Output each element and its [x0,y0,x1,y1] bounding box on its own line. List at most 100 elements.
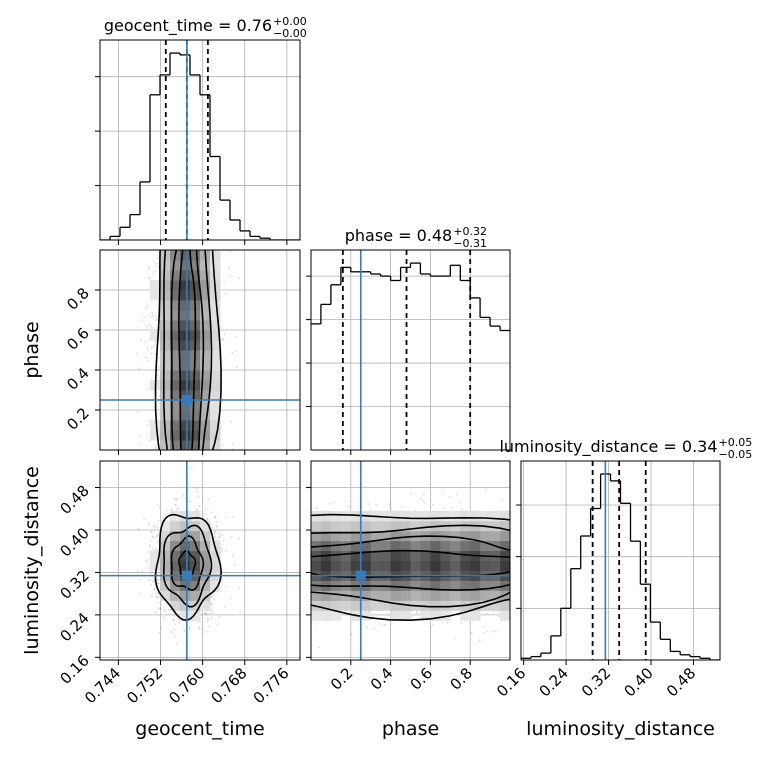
density-cell [200,360,211,371]
contour-line [154,250,222,450]
density-scatter-phase-vs-luminosity-distance [311,461,510,660]
sample-point [220,427,223,429]
density-cell [160,520,171,532]
sample-point [422,499,424,502]
sample-point [148,314,151,316]
density-scatter-geocent-time-vs-luminosity-distance [100,461,300,660]
sample-point [210,523,213,526]
sample-point [158,506,161,509]
sample-point [160,607,163,610]
sample-point [166,603,169,606]
density-cell [160,560,171,571]
density-cell [200,380,211,391]
density-scatter-geocent-time-vs-phase [100,250,300,450]
sample-point [157,374,159,377]
density-cell [160,530,171,542]
density-cell [160,370,171,381]
density-cell [190,280,201,291]
density-cell [180,260,191,271]
density-cell [180,350,191,361]
sample-point [203,512,205,515]
sample-point [207,498,210,500]
contour-line [170,535,205,591]
sample-point [182,494,185,497]
density-cell [170,320,181,331]
density-cell [170,560,181,571]
sample-point [154,447,157,450]
density-cell [170,440,181,450]
sample-point [150,352,153,355]
sample-point [183,628,186,631]
sample-point [479,639,481,642]
density-cell [180,320,191,331]
sample-point [210,537,213,540]
sample-point [494,630,497,633]
density-cell [180,290,191,301]
density-cell [170,510,181,522]
density-cell [170,550,181,561]
density-cell [180,540,191,551]
density-cell [160,350,171,361]
density-cell [200,350,211,361]
corner-plot-content: geocent_time = 0.76 +0.00−0.000.20.40.60.… [21,15,752,740]
sample-point [221,579,224,582]
density-cell [170,540,181,551]
sample-point [205,612,208,615]
density-cell [160,440,171,450]
sample-point [160,627,163,629]
sample-point [139,443,142,446]
sample-point [148,419,151,421]
sample-point [470,631,473,634]
y-tick-label: 0.24 [56,609,92,645]
y-tick-label: 0.40 [56,524,92,560]
sample-point [148,276,151,279]
sample-point [156,578,159,581]
sample-point [211,527,214,529]
contour-lines [154,250,222,450]
sample-point [154,525,157,527]
density-cell [180,600,191,611]
sample-point [157,578,160,581]
sample-point [221,549,223,552]
sample-point [224,292,227,295]
density-cell [210,270,221,281]
density-cell [170,420,181,431]
y-tick-label: 0.16 [56,651,92,687]
sample-point [144,356,147,359]
sample-point [157,503,159,506]
panel-title-geocent-time: geocent_time = 0.76 [104,16,272,36]
sample-point [215,524,218,527]
sample-point [213,598,216,601]
sample-point [162,517,165,519]
sample-point [147,562,150,564]
density-cell [160,400,171,411]
sample-point [165,513,168,516]
density-cell [160,580,171,591]
histogram-geocent-time [100,40,300,240]
sample-point [162,616,165,619]
sample-point [151,530,153,533]
sample-point [150,531,152,534]
sample-point [423,493,425,496]
sample-point [150,539,153,542]
sample-point [176,506,179,509]
density-cell [150,290,161,301]
sample-point [154,353,157,355]
sample-point [145,560,148,563]
sample-point [221,443,224,446]
sample-point [140,319,143,322]
sample-point [204,613,206,615]
sample-point [231,352,234,354]
density-cell [180,270,191,281]
sample-point [206,621,209,623]
density-cell [180,420,191,431]
density-cell [170,290,181,301]
sample-point [153,588,156,591]
density-cell [210,350,221,361]
sample-point [223,605,226,608]
sample-point [346,505,349,508]
sample-point [173,635,176,638]
sample-point [446,621,449,624]
sample-point [143,316,146,319]
sample-point [195,488,198,490]
